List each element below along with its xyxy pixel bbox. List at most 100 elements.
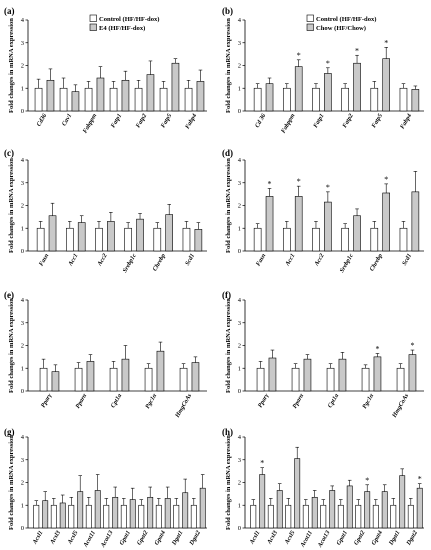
y-tick-label: 3 bbox=[238, 40, 241, 47]
y-tick-label: 3 bbox=[238, 457, 241, 464]
bar-treated bbox=[311, 496, 318, 529]
legend-label: E4 (HF/HF-dox) bbox=[99, 25, 145, 32]
significance-star: * bbox=[384, 38, 388, 47]
bar-control bbox=[253, 87, 262, 112]
bar-control bbox=[84, 87, 93, 112]
bar-control bbox=[109, 87, 118, 112]
x-tick-label: Acc1 bbox=[67, 253, 80, 268]
bar-control bbox=[256, 367, 265, 392]
x-tick-label: Fabppm bbox=[82, 112, 99, 134]
significance-star: * bbox=[297, 51, 301, 60]
bar-treated bbox=[364, 491, 371, 529]
significance-star: * bbox=[326, 59, 330, 68]
bar-control bbox=[109, 367, 118, 392]
y-tick-label: 4 bbox=[238, 17, 242, 24]
legend-swatch bbox=[89, 14, 97, 22]
bar-control bbox=[138, 504, 145, 529]
x-tick-label: Cd 36 bbox=[254, 112, 268, 129]
y-tick-label: 1 bbox=[21, 85, 24, 92]
bar-treated bbox=[268, 357, 277, 392]
y-tick-label: 0 bbox=[21, 108, 24, 115]
bar-control bbox=[85, 504, 92, 529]
bar-control bbox=[355, 504, 362, 529]
panel-c: (c)Fold changes in mRNA expression 0 1 2 3 4 F… bbox=[4, 148, 207, 274]
y-tick-label: 2 bbox=[21, 480, 24, 487]
bar-treated bbox=[411, 89, 420, 112]
bar-control bbox=[179, 367, 188, 392]
bar-treated bbox=[199, 487, 206, 529]
bar-control bbox=[396, 367, 405, 392]
x-tick-label: Acsl3 bbox=[265, 530, 279, 547]
bar-control bbox=[95, 227, 103, 252]
y-axis-label: Fold changes in mRNA expression bbox=[8, 435, 15, 530]
x-tick-label: Srebp1c bbox=[338, 252, 355, 274]
bar-treated bbox=[86, 361, 95, 392]
bar-control bbox=[399, 227, 408, 252]
y-tick-label: 4 bbox=[238, 297, 242, 304]
x-tick-label: Pgc1α bbox=[144, 392, 158, 410]
bar-control bbox=[184, 87, 193, 112]
y-tick-label: 3 bbox=[238, 180, 241, 187]
bar-treated bbox=[146, 74, 155, 112]
bar-control bbox=[372, 504, 379, 529]
y-tick-label: 3 bbox=[21, 320, 24, 327]
x-tick-label: Srebp1c bbox=[121, 252, 138, 274]
x-tick-label: Acc2 bbox=[96, 253, 109, 268]
significance-star: * bbox=[297, 177, 301, 186]
bar-treated bbox=[196, 81, 205, 112]
panel-d: (d)Fold changes in mRNA expression 0 1 2 3 4 *… bbox=[222, 148, 424, 274]
y-tick-label: 2 bbox=[21, 343, 24, 350]
bar-control bbox=[399, 87, 408, 112]
significance-star: * bbox=[418, 475, 422, 484]
x-tick-label: Dgat1 bbox=[170, 530, 184, 548]
y-tick-label: 1 bbox=[21, 502, 24, 509]
bar-treated bbox=[42, 500, 49, 529]
bar-treated bbox=[171, 62, 180, 112]
panel-b: (b) Fold changes in mRNA expression 0 1 2 3 4 C… bbox=[222, 6, 424, 134]
bar-treated bbox=[156, 350, 165, 392]
bar-treated bbox=[276, 490, 283, 529]
bar-control bbox=[190, 504, 197, 529]
panel-label: (f) bbox=[222, 290, 231, 300]
bar-treated bbox=[182, 492, 189, 529]
x-tick-label: Pparα bbox=[291, 392, 305, 410]
significance-star: * bbox=[375, 344, 379, 353]
bar-treated bbox=[265, 196, 274, 252]
bar-treated bbox=[77, 491, 84, 529]
panel-label: (b) bbox=[222, 6, 233, 16]
bar-treated bbox=[259, 474, 266, 529]
y-tick-label: 1 bbox=[238, 365, 241, 372]
x-tick-label: Fatp2 bbox=[135, 113, 149, 130]
bar-treated bbox=[46, 79, 55, 112]
bar-control bbox=[36, 227, 45, 252]
y-tick-label: 1 bbox=[238, 85, 241, 92]
bar-treated bbox=[399, 475, 406, 529]
bar-control bbox=[302, 504, 309, 529]
bar-control bbox=[144, 367, 153, 392]
significance-star: * bbox=[268, 179, 272, 188]
y-axis-label: Fold changes in mRNA expression bbox=[225, 298, 232, 393]
bar-control bbox=[370, 87, 379, 112]
x-tick-label: Gpat1 bbox=[118, 530, 132, 547]
bar-treated bbox=[129, 499, 136, 529]
bar-control bbox=[134, 87, 143, 112]
x-tick-label: Scd1 bbox=[184, 253, 196, 267]
bar-treated bbox=[382, 58, 391, 112]
y-tick-label: 0 bbox=[238, 388, 241, 395]
significance-star: * bbox=[355, 46, 359, 55]
bar-treated bbox=[324, 201, 332, 252]
y-tick-label: 4 bbox=[238, 434, 242, 441]
panel-g: (g)Fold changes in mRNA expression 0 1 2 3 4 A… bbox=[4, 427, 207, 549]
panel-f: (f)Fold changes in mRNA expression 0 1 2 3 4 P… bbox=[222, 290, 424, 420]
significance-star: * bbox=[410, 341, 414, 350]
x-tick-label: Gpat2 bbox=[353, 530, 367, 547]
bar-control bbox=[39, 367, 48, 392]
y-tick-label: 0 bbox=[21, 248, 24, 255]
bar-control bbox=[337, 504, 344, 529]
x-tick-label: HmgCoAs bbox=[390, 392, 410, 420]
bar-treated bbox=[136, 218, 144, 252]
x-tick-label: Acot11 bbox=[299, 530, 314, 550]
significance-star: * bbox=[384, 175, 388, 184]
legend-label: Chow (HF/Chow) bbox=[316, 25, 366, 32]
bar-treated bbox=[48, 215, 57, 252]
